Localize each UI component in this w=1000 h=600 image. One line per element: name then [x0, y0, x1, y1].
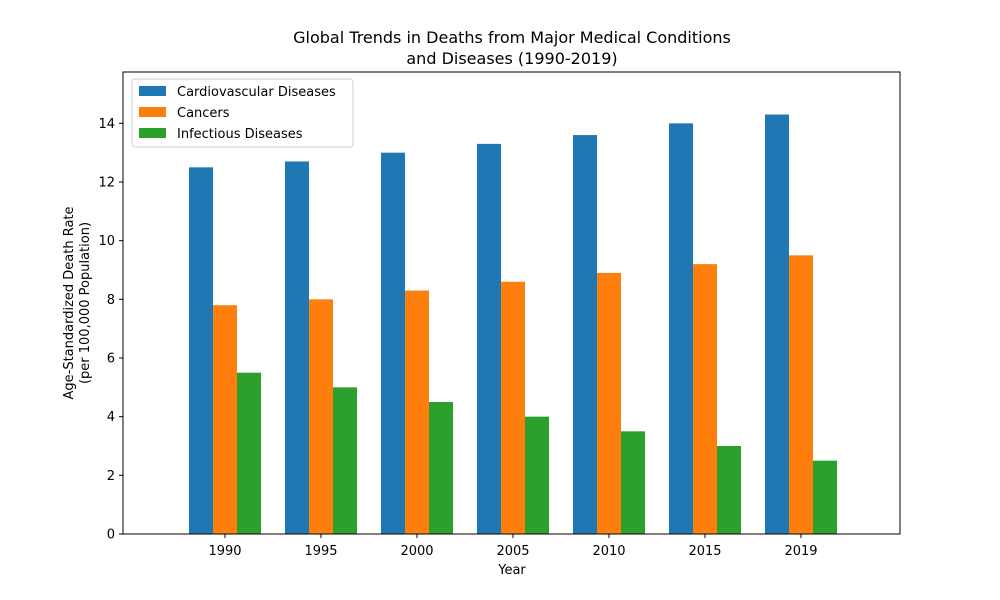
y-tick-label: 12 [98, 176, 115, 191]
bar-infectious-diseases-2000 [429, 402, 453, 534]
bar-infectious-diseases-2015 [717, 446, 741, 534]
legend-swatch [139, 107, 166, 117]
chart-title: Global Trends in Deaths from Major Medic… [293, 28, 731, 68]
bar-cardiovascular-diseases-2015 [669, 123, 693, 534]
bar-infectious-diseases-2005 [525, 416, 549, 534]
legend-frame [131, 78, 354, 148]
y-tick-label: 6 [107, 352, 115, 367]
x-tick-label: 1995 [304, 544, 337, 559]
bar-infectious-diseases-1995 [333, 387, 357, 534]
chart-title-line-1: Global Trends in Deaths from Major Medic… [293, 28, 731, 47]
bar-cardiovascular-diseases-2000 [381, 152, 405, 534]
bar-infectious-diseases-2010 [621, 431, 645, 534]
bar-infectious-diseases-2019 [813, 460, 837, 534]
y-tick-label: 8 [107, 293, 115, 308]
bar-cardiovascular-diseases-1995 [285, 161, 309, 534]
y-tick-label: 2 [107, 469, 115, 484]
bar-cancers-2015 [693, 264, 717, 534]
bar-cancers-2019 [789, 255, 813, 535]
legend-swatch [139, 128, 166, 138]
legend: Cardiovascular Diseases Cancers Infectious… [131, 78, 354, 148]
bar-infectious-diseases-1990 [237, 372, 261, 534]
bar-cardiovascular-diseases-1990 [189, 167, 213, 535]
x-axis-label: Year [497, 563, 526, 578]
x-tick-label: 2010 [592, 544, 625, 559]
x-tick-label: 2019 [784, 544, 817, 559]
y-tick-label: 14 [98, 117, 115, 132]
y-tick-label: 10 [98, 234, 115, 249]
bar-cardiovascular-diseases-2005 [477, 143, 501, 534]
bar-cardiovascular-diseases-2019 [765, 114, 789, 535]
bar-cancers-2005 [501, 281, 525, 534]
x-tick-label: 2015 [688, 544, 721, 559]
legend-swatch [139, 86, 166, 96]
legend-label: Cancers [177, 106, 230, 121]
bar-cancers-2010 [597, 272, 621, 534]
bar-cancers-1995 [309, 299, 333, 534]
plot-frame [122, 71, 901, 535]
y-tick-label: 4 [107, 410, 115, 425]
y-axis-label: Age-Standardized Death Rate (per 100,000… [62, 206, 93, 399]
bar-cardiovascular-diseases-2010 [573, 135, 597, 535]
y-axis: 0 2 4 6 8 10 12 14 [98, 117, 123, 543]
x-tick-label: 2005 [496, 544, 529, 559]
legend-label: Infectious Diseases [177, 127, 303, 142]
y-axis-label-line-2: (per 100,000 Population) [78, 222, 93, 384]
bar-cancers-1990 [213, 305, 237, 534]
x-tick-label: 1990 [208, 544, 241, 559]
bar-cancers-2000 [405, 290, 429, 534]
y-axis-label-line-1: Age-Standardized Death Rate [62, 206, 77, 399]
y-tick-label: 0 [107, 528, 115, 543]
bars-group [189, 114, 837, 535]
x-axis: 1990 1995 2000 2005 2010 2015 2019 [208, 534, 818, 559]
x-tick-label: 2000 [400, 544, 433, 559]
legend-label: Cardiovascular Diseases [177, 85, 336, 100]
chart-title-line-2: and Diseases (1990-2019) [406, 49, 617, 68]
